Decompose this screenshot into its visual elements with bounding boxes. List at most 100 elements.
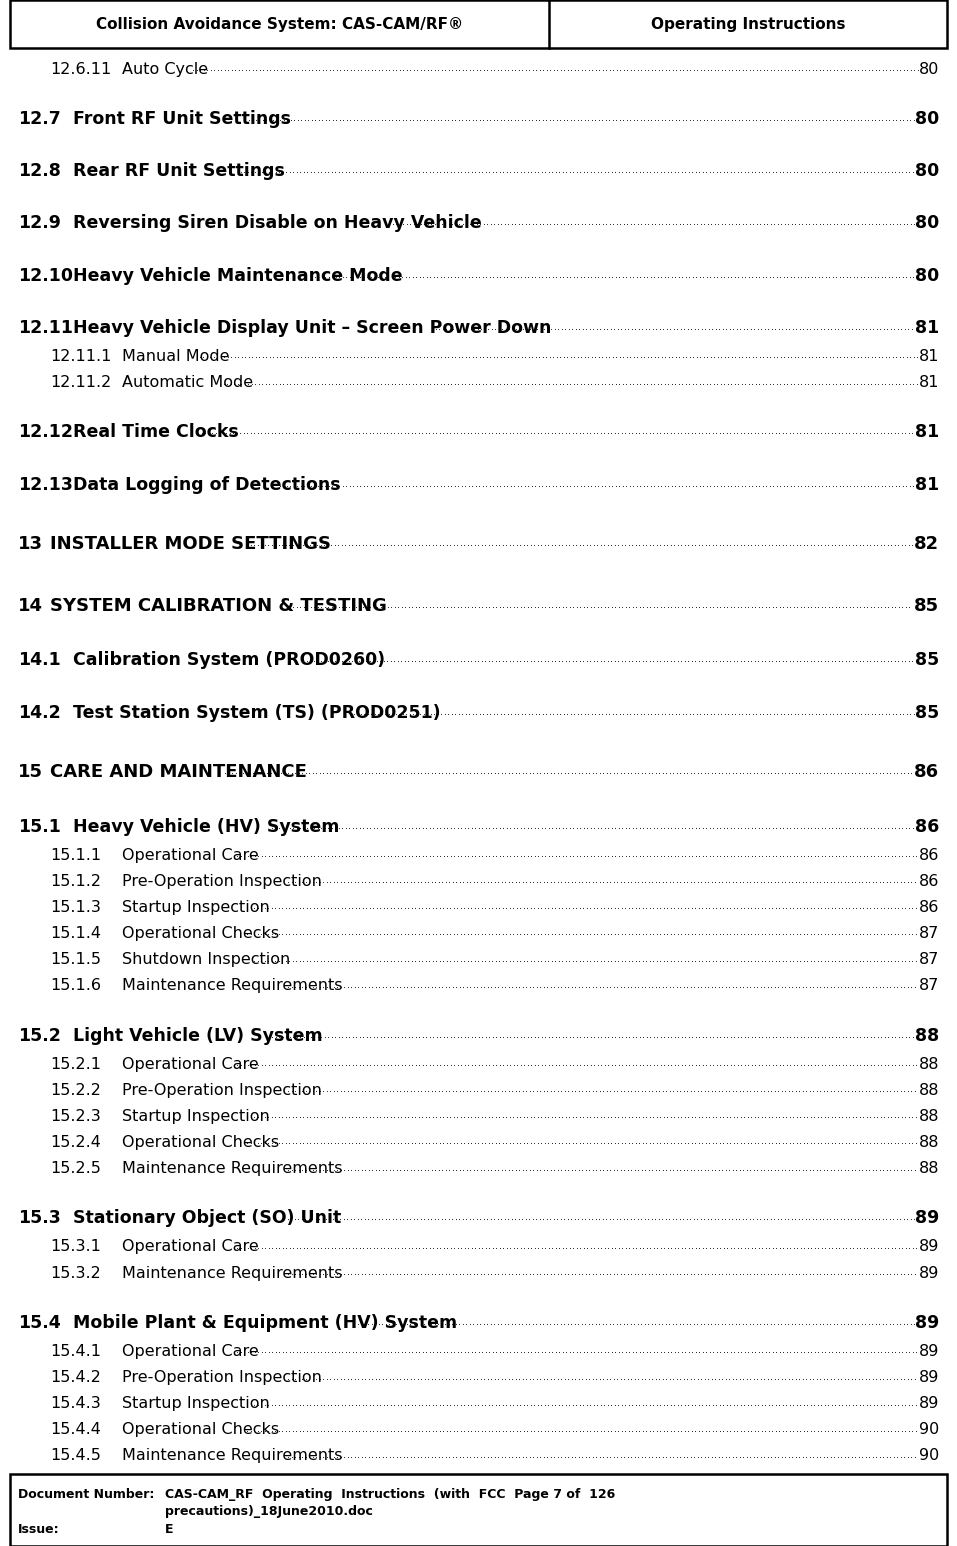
Text: 14.2: 14.2 (18, 703, 60, 722)
Text: 89: 89 (919, 1240, 939, 1254)
Text: 15.1.6: 15.1.6 (50, 979, 101, 993)
Text: 88: 88 (919, 1082, 939, 1098)
Text: 89: 89 (919, 1370, 939, 1385)
Text: E: E (165, 1523, 173, 1537)
Text: Manual Mode: Manual Mode (122, 349, 230, 363)
Text: Stationary Object (SO) Unit: Stationary Object (SO) Unit (73, 1209, 342, 1228)
Text: 88: 88 (919, 1135, 939, 1150)
Text: 12.13: 12.13 (18, 476, 73, 493)
Text: 15.1: 15.1 (18, 818, 61, 836)
Text: Shutdown Inspection: Shutdown Inspection (122, 952, 290, 968)
Text: Reversing Siren Disable on Heavy Vehicle: Reversing Siren Disable on Heavy Vehicle (73, 215, 481, 232)
Text: Calibration System (PROD0260): Calibration System (PROD0260) (73, 651, 385, 669)
Text: 81: 81 (919, 376, 939, 390)
Text: 15.4.5: 15.4.5 (50, 1449, 100, 1464)
Text: Test Station System (TS) (PROD0251): Test Station System (TS) (PROD0251) (73, 703, 440, 722)
Text: 12.9: 12.9 (18, 215, 61, 232)
Text: Startup Inspection: Startup Inspection (122, 1396, 270, 1411)
Text: Startup Inspection: Startup Inspection (122, 900, 270, 915)
Text: 89: 89 (915, 1209, 939, 1228)
Text: Operational Care: Operational Care (122, 1056, 258, 1071)
Text: 12.12: 12.12 (18, 424, 73, 442)
Text: 88: 88 (919, 1056, 939, 1071)
Text: 14: 14 (18, 597, 43, 615)
Text: Issue:: Issue: (18, 1523, 59, 1537)
Text: Operational Care: Operational Care (122, 1343, 258, 1359)
Text: 85: 85 (915, 703, 939, 722)
Text: 80: 80 (919, 62, 939, 77)
Text: Pre-Operation Inspection: Pre-Operation Inspection (122, 1370, 322, 1385)
Text: 15.1.2: 15.1.2 (50, 873, 101, 889)
Text: 89: 89 (919, 1266, 939, 1280)
Text: Heavy Vehicle (HV) System: Heavy Vehicle (HV) System (73, 818, 340, 836)
Text: 80: 80 (915, 110, 939, 128)
Text: 86: 86 (919, 873, 939, 889)
Text: 86: 86 (914, 764, 939, 781)
Text: 86: 86 (919, 847, 939, 863)
Text: Collision Avoidance System: CAS-CAM/RF®: Collision Avoidance System: CAS-CAM/RF® (96, 17, 463, 31)
Text: 85: 85 (915, 651, 939, 669)
Text: 85: 85 (914, 597, 939, 615)
Text: precautions)_18June2010.doc: precautions)_18June2010.doc (165, 1504, 373, 1518)
Text: 15.3.2: 15.3.2 (50, 1266, 100, 1280)
Text: 13: 13 (18, 535, 43, 553)
Text: 15.1.4: 15.1.4 (50, 926, 101, 942)
Bar (10, 0, 947, 48)
Text: 14.1: 14.1 (18, 651, 60, 669)
Text: 15.4.3: 15.4.3 (50, 1396, 100, 1411)
Text: 12.11.2: 12.11.2 (50, 376, 111, 390)
Text: Maintenance Requirements: Maintenance Requirements (122, 1161, 343, 1177)
Text: Pre-Operation Inspection: Pre-Operation Inspection (122, 1082, 322, 1098)
Text: SYSTEM CALIBRATION & TESTING: SYSTEM CALIBRATION & TESTING (50, 597, 387, 615)
Text: 87: 87 (919, 952, 939, 968)
Text: Maintenance Requirements: Maintenance Requirements (122, 1449, 343, 1464)
Text: 12.8: 12.8 (18, 162, 61, 181)
Text: 15.4.1: 15.4.1 (50, 1343, 101, 1359)
Text: 12.7: 12.7 (18, 110, 60, 128)
Text: Operating Instructions: Operating Instructions (651, 17, 845, 31)
Text: 15.4.2: 15.4.2 (50, 1370, 100, 1385)
Text: 15.1.5: 15.1.5 (50, 952, 101, 968)
Text: 81: 81 (915, 318, 939, 337)
Text: 87: 87 (919, 979, 939, 993)
Text: 88: 88 (915, 1027, 939, 1045)
Text: Operational Checks: Operational Checks (122, 926, 279, 942)
Text: Document Number:: Document Number: (18, 1487, 154, 1501)
Text: 80: 80 (915, 162, 939, 181)
Text: Mobile Plant & Equipment (HV) System: Mobile Plant & Equipment (HV) System (73, 1314, 457, 1333)
Text: Data Logging of Detections: Data Logging of Detections (73, 476, 341, 493)
Text: Light Vehicle (LV) System: Light Vehicle (LV) System (73, 1027, 323, 1045)
Text: 15.4: 15.4 (18, 1314, 60, 1333)
Text: 15.1.1: 15.1.1 (50, 847, 101, 863)
Text: Startup Inspection: Startup Inspection (122, 1108, 270, 1124)
Text: Heavy Vehicle Maintenance Mode: Heavy Vehicle Maintenance Mode (73, 266, 403, 284)
Text: Operational Care: Operational Care (122, 847, 258, 863)
Text: Pre-Operation Inspection: Pre-Operation Inspection (122, 873, 322, 889)
Text: 82: 82 (914, 535, 939, 553)
Text: 80: 80 (915, 266, 939, 284)
Text: 81: 81 (915, 476, 939, 493)
Text: Maintenance Requirements: Maintenance Requirements (122, 1266, 343, 1280)
Text: 89: 89 (919, 1396, 939, 1411)
Text: Operational Checks: Operational Checks (122, 1422, 279, 1438)
Text: 81: 81 (915, 424, 939, 442)
Text: Operational Checks: Operational Checks (122, 1135, 279, 1150)
Text: Operational Care: Operational Care (122, 1240, 258, 1254)
Text: 88: 88 (919, 1108, 939, 1124)
Bar (10, 1473, 947, 1546)
Text: 15.2.2: 15.2.2 (50, 1082, 100, 1098)
Text: 12.11.1: 12.11.1 (50, 349, 111, 363)
Text: Maintenance Requirements: Maintenance Requirements (122, 979, 343, 993)
Text: 15: 15 (18, 764, 43, 781)
Text: 86: 86 (915, 818, 939, 836)
Text: Rear RF Unit Settings: Rear RF Unit Settings (73, 162, 285, 181)
Text: 15.4.4: 15.4.4 (50, 1422, 100, 1438)
Text: CARE AND MAINTENANCE: CARE AND MAINTENANCE (50, 764, 307, 781)
Text: CAS-CAM_RF  Operating  Instructions  (with  FCC  Page 7 of  126: CAS-CAM_RF Operating Instructions (with … (165, 1487, 615, 1501)
Text: 15.2.1: 15.2.1 (50, 1056, 101, 1071)
Text: Heavy Vehicle Display Unit – Screen Power Down: Heavy Vehicle Display Unit – Screen Powe… (73, 318, 551, 337)
Text: 15.2: 15.2 (18, 1027, 61, 1045)
Text: Auto Cycle: Auto Cycle (122, 62, 208, 77)
Text: Front RF Unit Settings: Front RF Unit Settings (73, 110, 291, 128)
Text: 15.1.3: 15.1.3 (50, 900, 100, 915)
